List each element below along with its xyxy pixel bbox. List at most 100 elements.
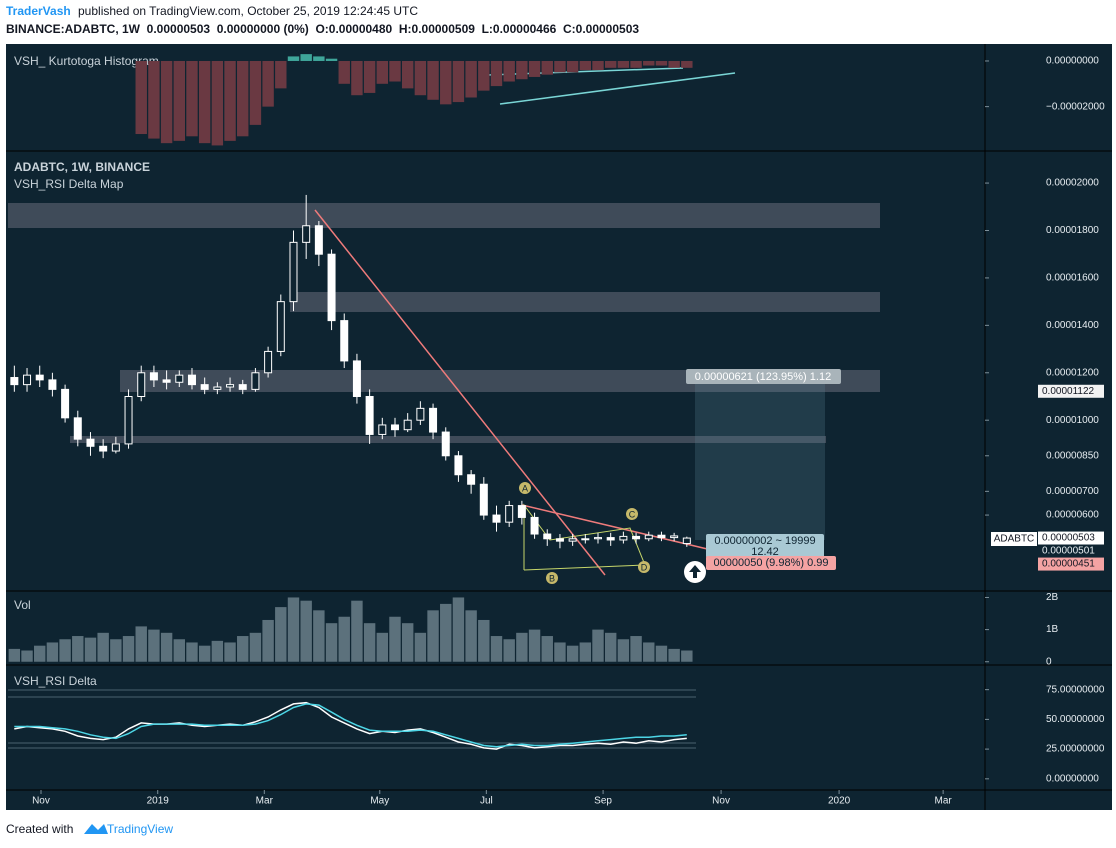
bar	[21, 650, 33, 662]
bar	[681, 60, 693, 68]
candle-body	[594, 537, 603, 540]
measure-area	[695, 384, 825, 540]
candle-body	[10, 377, 19, 386]
y-tick-label: 0.00000850	[1046, 450, 1099, 461]
pane-title: VSH_ Kurtotoga Histogram	[14, 54, 159, 68]
candle-body	[581, 538, 590, 541]
candle-body	[632, 535, 641, 540]
bar	[300, 600, 312, 662]
bar	[541, 60, 553, 75]
candle-body	[187, 374, 196, 386]
bar	[325, 623, 338, 662]
measure-label: 0.00000621 (123.95%) 1.12	[695, 371, 831, 383]
candle-body	[162, 379, 171, 383]
y-tick-label: 0.00000000	[1046, 773, 1099, 784]
bar	[211, 640, 224, 662]
bar	[668, 60, 680, 68]
candle-body	[264, 350, 273, 374]
y-tick-label: 0	[1046, 656, 1052, 667]
pattern-point	[638, 561, 650, 573]
pane-subtitle: VSH_RSI Delta Map	[14, 177, 124, 191]
candle-body	[657, 534, 666, 539]
candle-body	[555, 538, 564, 542]
candle-body	[454, 455, 463, 476]
price-label: 0.00000503	[1042, 533, 1095, 544]
bar	[604, 632, 617, 662]
candle-body	[416, 407, 425, 421]
bar	[554, 642, 566, 662]
y-tick-label: 25.00000000	[1046, 744, 1105, 755]
bar	[440, 603, 452, 662]
y-tick-label: 0.00001800	[1046, 225, 1099, 236]
trendline	[499, 72, 736, 105]
candle-body	[73, 417, 82, 440]
candle-body	[682, 537, 691, 545]
y-tick-label: 50.00000000	[1046, 714, 1105, 725]
candle-body	[492, 514, 501, 523]
pattern-label: D	[641, 562, 648, 572]
candle-body	[429, 407, 438, 433]
candle-body	[479, 483, 488, 516]
bar	[655, 645, 668, 662]
y-tick-label: 1B	[1046, 624, 1059, 635]
y-tick-label: 0.00002000	[1046, 178, 1099, 189]
published: published on TradingView.com, October 25…	[78, 4, 418, 18]
x-tick-label: Nov	[712, 796, 730, 807]
bar	[173, 60, 186, 141]
bar	[313, 56, 325, 61]
price-label: 0.00000501	[1042, 546, 1095, 557]
trendline	[314, 209, 606, 576]
price-label-box	[1038, 544, 1104, 558]
candle-body	[467, 474, 476, 485]
candle-body	[365, 395, 374, 435]
bar	[198, 60, 211, 144]
bar	[262, 619, 274, 662]
candle-body	[175, 374, 184, 383]
measure-label: 0.00000002 ~ 19999	[714, 535, 815, 547]
measure-box	[706, 556, 836, 570]
y-tick-label: 0.00001000	[1046, 415, 1099, 426]
bar	[84, 637, 97, 662]
y-tick-label: 0.00001400	[1046, 320, 1099, 331]
candle-body	[327, 253, 336, 322]
bar	[186, 642, 198, 662]
bar	[566, 645, 579, 662]
bar	[655, 60, 668, 66]
price-label-box	[1038, 384, 1104, 398]
candle-body	[302, 225, 311, 243]
bar	[401, 623, 414, 662]
zone	[8, 203, 880, 228]
candle-body	[61, 388, 70, 419]
candle-body	[200, 384, 209, 390]
candle-body	[226, 384, 235, 388]
candle-body	[619, 535, 628, 541]
y-tick-label: 2B	[1046, 592, 1059, 603]
bar	[363, 623, 376, 662]
bar	[186, 60, 198, 137]
bar	[110, 639, 122, 662]
bar	[503, 639, 515, 662]
candle-body	[352, 360, 361, 397]
measure-label: 12.42	[751, 546, 779, 558]
x-tick-label: 2020	[828, 796, 851, 807]
bar	[262, 60, 274, 107]
candle-body	[314, 225, 323, 255]
y-tick-label: 0.00000600	[1046, 510, 1099, 521]
candle-body	[86, 438, 95, 447]
bar	[389, 616, 401, 662]
pane-title: Vol	[14, 598, 31, 612]
bar	[630, 636, 642, 662]
bar	[478, 60, 490, 91]
bar	[313, 610, 325, 662]
y-tick-label: 0.00001600	[1046, 273, 1099, 284]
author[interactable]: TraderVash	[6, 4, 71, 18]
bar	[249, 632, 262, 662]
bar	[72, 636, 84, 662]
bar	[211, 60, 224, 146]
x-tick-label: Nov	[32, 796, 50, 807]
footer-brand[interactable]: TradingView	[107, 822, 173, 836]
x-tick-label: Sep	[594, 796, 612, 807]
pane: 0.00002000 0.00001800 0.00001600 0.00001400…	[10, 178, 1104, 807]
